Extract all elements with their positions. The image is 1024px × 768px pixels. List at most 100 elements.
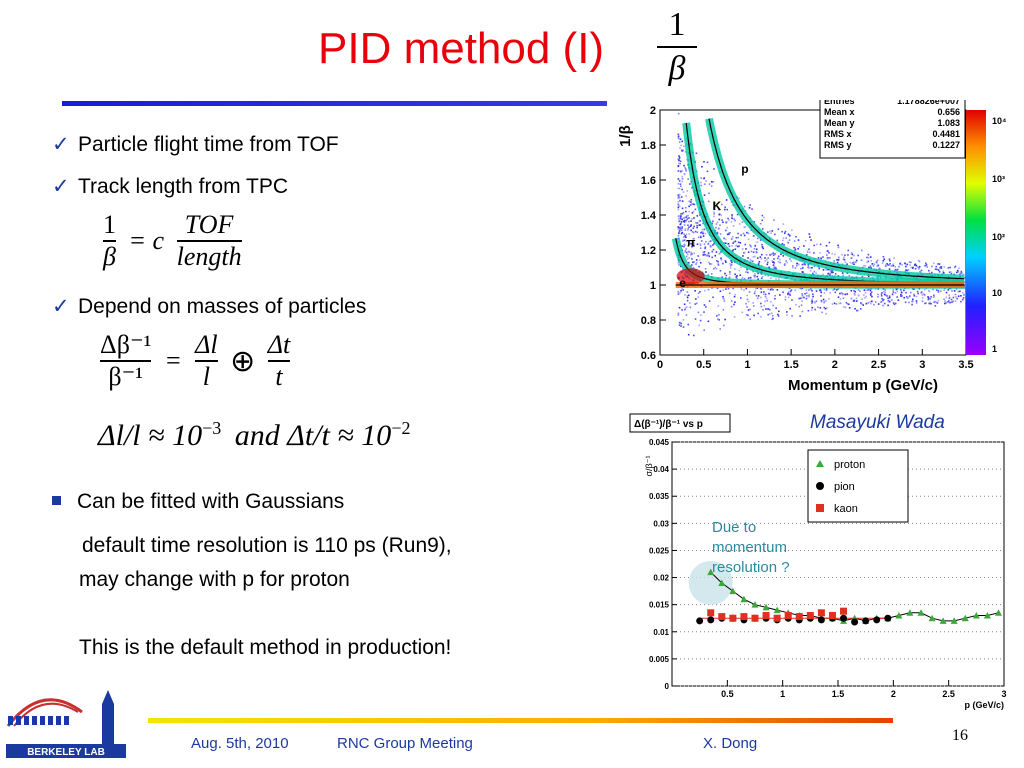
density-point xyxy=(704,232,707,235)
density-point xyxy=(887,297,889,300)
density-point xyxy=(911,303,913,306)
density-point xyxy=(743,277,746,280)
density-point xyxy=(820,295,822,297)
density-point xyxy=(866,256,868,259)
density-point xyxy=(798,305,801,308)
density-point xyxy=(694,230,697,233)
density-point xyxy=(747,300,750,303)
density-point xyxy=(677,135,680,138)
density-point xyxy=(777,228,780,231)
kaon-point xyxy=(718,613,726,621)
density-point xyxy=(925,302,927,304)
density-point xyxy=(854,290,857,293)
density-point xyxy=(765,253,768,256)
density-point xyxy=(764,300,766,303)
density-point xyxy=(678,155,680,157)
density-point xyxy=(790,289,793,291)
density-point xyxy=(851,262,854,265)
density-point xyxy=(687,323,690,326)
density-point xyxy=(760,258,763,260)
density-point xyxy=(755,251,758,253)
density-point xyxy=(951,301,953,303)
density-point xyxy=(680,265,682,268)
density-point xyxy=(833,288,836,290)
density-point xyxy=(677,182,680,185)
density-point xyxy=(722,289,725,291)
density-point xyxy=(859,308,862,310)
density-point xyxy=(750,245,753,248)
density-point xyxy=(789,290,792,293)
density-point xyxy=(768,308,771,311)
density-point xyxy=(699,247,702,250)
density-point xyxy=(719,269,722,272)
stats-label: Entries xyxy=(824,100,855,106)
density-point xyxy=(679,227,681,229)
density-point xyxy=(822,298,825,301)
density-point xyxy=(789,294,791,296)
density-point xyxy=(741,221,744,224)
density-point xyxy=(732,242,734,244)
density-point xyxy=(700,177,702,179)
density-point xyxy=(679,185,682,188)
x-axis-label: p (GeV/c) xyxy=(964,700,1004,710)
density-point xyxy=(774,253,776,255)
density-point xyxy=(826,307,828,309)
density-point xyxy=(829,274,831,276)
density-point xyxy=(735,236,738,239)
density-point xyxy=(767,231,769,233)
density-point xyxy=(678,141,681,143)
density-point xyxy=(716,232,719,234)
density-point xyxy=(746,298,749,301)
density-point xyxy=(771,318,773,321)
density-point xyxy=(685,236,687,239)
density-point xyxy=(917,292,919,295)
density-point xyxy=(819,307,822,309)
density-point xyxy=(677,178,680,180)
density-point xyxy=(685,248,688,250)
density-point xyxy=(883,293,886,296)
density-point xyxy=(943,289,945,292)
density-point xyxy=(941,272,944,274)
density-point xyxy=(892,291,895,293)
density-point xyxy=(678,230,681,232)
logo-marks xyxy=(8,716,69,725)
proton-point xyxy=(983,612,991,619)
density-point xyxy=(895,269,898,272)
density-point xyxy=(768,292,770,295)
density-point xyxy=(892,302,895,304)
density-point xyxy=(708,300,711,302)
density-point xyxy=(680,213,682,215)
density-point xyxy=(695,302,698,305)
density-point xyxy=(960,272,963,274)
density-point xyxy=(883,258,886,261)
density-point xyxy=(760,277,763,280)
density-point xyxy=(900,291,903,294)
density-point xyxy=(678,232,680,234)
density-point xyxy=(888,300,891,303)
density-point xyxy=(769,288,772,291)
density-point xyxy=(863,264,865,267)
density-point xyxy=(726,226,729,229)
density-point xyxy=(738,197,740,200)
colorbar-tick-label: 10 xyxy=(992,288,1002,298)
density-point xyxy=(838,302,841,305)
density-point xyxy=(888,264,890,266)
density-point xyxy=(920,269,923,272)
density-point xyxy=(809,267,811,269)
density-point xyxy=(677,291,680,293)
density-point xyxy=(871,295,873,298)
density-point xyxy=(826,268,829,271)
density-point xyxy=(895,288,898,291)
density-point xyxy=(886,263,888,265)
density-point xyxy=(808,267,810,269)
density-point xyxy=(874,288,877,290)
density-point xyxy=(761,214,764,217)
density-point xyxy=(739,242,742,244)
density-point xyxy=(899,263,901,265)
density-point xyxy=(693,225,695,228)
density-point xyxy=(735,276,738,278)
stats-value: 1.083 xyxy=(937,118,960,128)
density-point xyxy=(906,297,909,299)
density-point xyxy=(804,239,807,242)
density-point xyxy=(822,269,825,271)
